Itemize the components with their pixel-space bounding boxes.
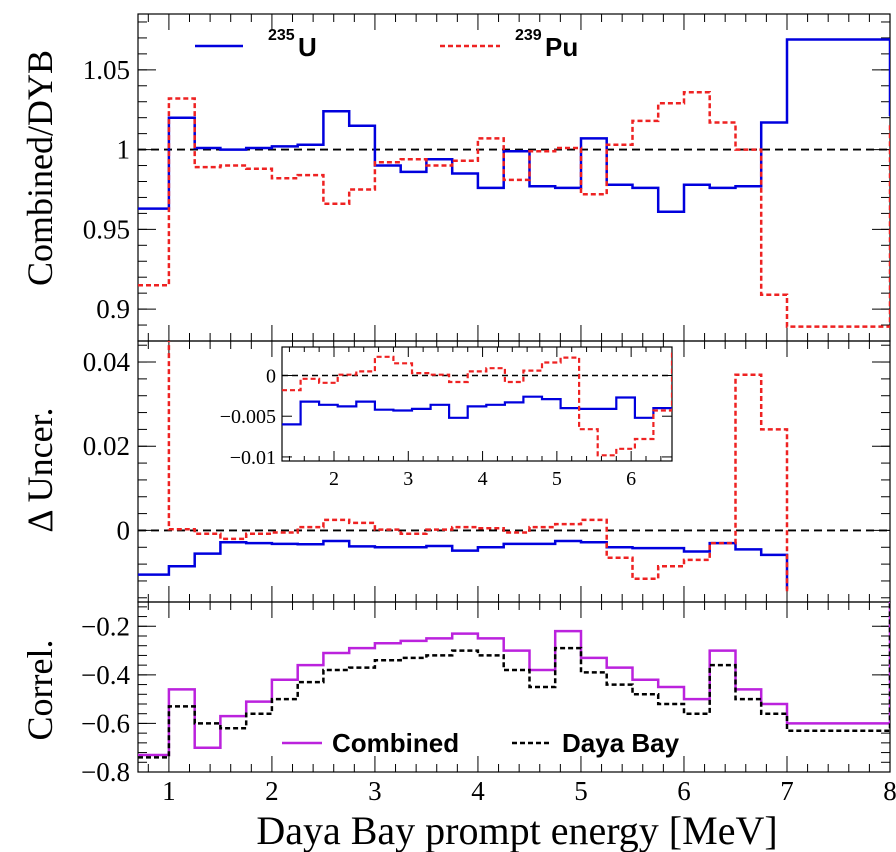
inset-x-tick-label: 3 [403,468,413,490]
panel-frame-correlation [137,601,891,773]
y-axis-label-ratio: Combined/DYB [20,50,60,286]
y-axis-label-uncertainty: Δ Uncer. [20,407,60,532]
y-tick-label-correlation: −0.6 [81,708,130,738]
y-tick-label-uncertainty: 0 [117,515,131,545]
y-axis-label-correlation: Correl. [20,640,60,741]
series-line-correlation-1 [138,602,890,759]
series-line-uncertainty-1 [167,341,789,594]
series-line-correlation-0 [138,602,890,757]
inset-x-tick-label: 6 [626,468,636,490]
x-tick-label: 2 [265,776,279,806]
legend-label-correl-1: Daya Bay [562,728,680,758]
inset-series-line-1 [282,351,672,457]
inset-x-tick-label: 5 [552,468,562,490]
legend-label-sup-1: 239 [515,27,542,44]
y-tick-label-ratio: 0.9 [96,294,130,324]
inset-y-tick-label: −0.01 [230,447,276,469]
legend-label-0: U [298,32,317,62]
y-tick-label-ratio: 0.95 [83,214,130,244]
x-axis-label: Daya Bay prompt energy [MeV] [256,808,777,852]
inset-series-line-0 [282,395,672,426]
inset-y-tick-label: −0.005 [220,406,276,428]
y-tick-label-uncertainty: 0.04 [83,347,131,377]
x-tick-label: 7 [780,776,794,806]
y-tick-label-ratio: 1 [117,135,131,165]
x-tick-label: 5 [574,776,588,806]
inset-x-tick-label: 4 [478,468,488,490]
x-tick-label: 8 [883,776,896,806]
inset-x-tick-label: 2 [329,468,339,490]
y-tick-label-ratio: 1.05 [83,55,130,85]
inset-y-tick-label: 0 [266,366,276,388]
y-tick-label-correlation: −0.2 [81,611,130,641]
legend-label-correl-0: Combined [332,728,459,758]
legend-label-sup-0: 235 [268,27,295,44]
legend-label-1: Pu [545,32,578,62]
panel-frame-ratio [137,13,891,342]
x-tick-label: 4 [471,776,485,806]
x-tick-label: 1 [162,776,176,806]
series-line-uncertainty-0 [138,539,789,590]
y-tick-label-uncertainty: 0.02 [83,431,130,461]
x-tick-label: 6 [677,776,691,806]
x-tick-label: 3 [368,776,382,806]
series-line-ratio-0 [138,38,890,214]
y-tick-label-correlation: −0.8 [81,757,130,787]
series-line-ratio-1 [138,90,890,328]
inset-frame [281,346,673,462]
y-tick-label-correlation: −0.4 [81,660,130,690]
